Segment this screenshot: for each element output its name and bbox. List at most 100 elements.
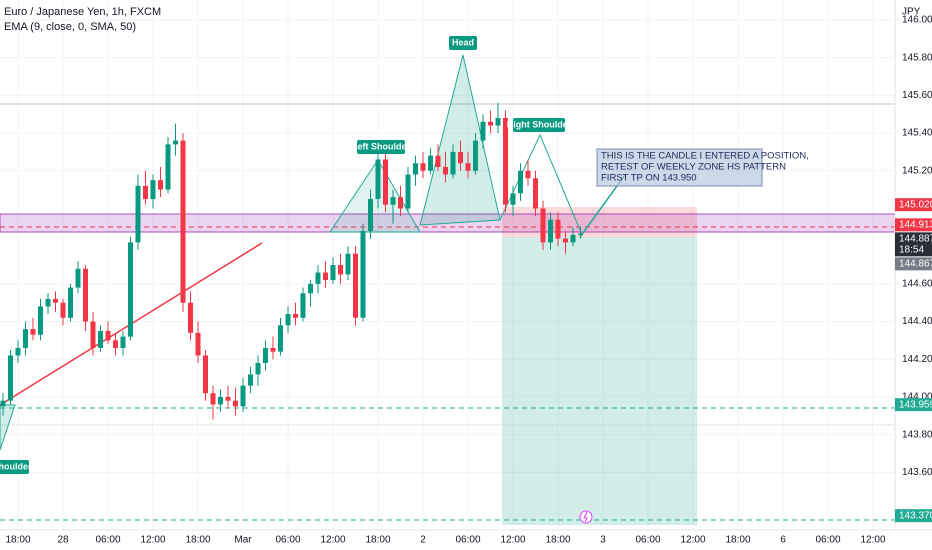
candle-body (135, 185, 141, 243)
candle-body (60, 302, 66, 318)
candle-body (165, 144, 171, 190)
x-tick-label: 12:00 (140, 535, 165, 546)
candle-body (300, 293, 306, 318)
x-tick-label: 28 (57, 535, 69, 546)
price-badge-label: 143.959 (899, 399, 932, 410)
price-badge-label: 144.913 (899, 219, 932, 230)
candle-body (570, 234, 576, 243)
label-box (357, 140, 405, 154)
candle-body (158, 180, 163, 190)
target-zone (502, 237, 697, 525)
x-tick-label: 18:00 (545, 535, 570, 546)
event-icon[interactable] (579, 510, 593, 524)
candle-body (233, 400, 238, 407)
right-shoulder-label: Right Shoulder (507, 119, 572, 129)
candle-body (188, 302, 193, 333)
shoulder-shape (0, 404, 16, 451)
x-tick-label: 3 (600, 535, 606, 546)
note-box (596, 148, 763, 187)
candle-body (240, 385, 246, 407)
grid (0, 0, 895, 530)
candle-body (8, 355, 13, 401)
candle-body (540, 208, 546, 243)
price-badge-label: 144.887 (899, 233, 932, 244)
candle-body (225, 396, 231, 401)
candle-body (450, 151, 456, 175)
candle-body (435, 155, 441, 167)
candle-body (120, 336, 126, 348)
candle-body (75, 268, 81, 288)
candle-body (308, 283, 313, 294)
candle-body (278, 325, 283, 352)
candle-body (428, 155, 433, 171)
y-tick-label: 143.600 (902, 467, 932, 478)
y-tick-label: 145.200 (902, 165, 932, 176)
candle-body (413, 163, 418, 175)
candle-body (353, 253, 358, 318)
candle-body (383, 159, 388, 205)
price-badge (895, 198, 932, 212)
candle-body (218, 396, 223, 405)
y-tick-label: 144.400 (902, 316, 932, 327)
event-icon-bolt (583, 511, 588, 523)
note-line: THIS IS THE CANDLE I ENTERED A POSITION, (601, 151, 809, 162)
price-badge-label: 145.020 (899, 199, 932, 210)
candle-body (488, 121, 493, 126)
candle-body (548, 219, 553, 243)
left-shoulder-label: Left Shoulder (352, 141, 410, 151)
candle-body (398, 197, 403, 209)
candle-body (285, 314, 291, 326)
candle-body (555, 219, 561, 239)
candle-body (83, 268, 88, 322)
x-tick-label: 18:00 (365, 535, 390, 546)
label-box (449, 36, 477, 50)
candle-body (203, 355, 208, 394)
candle-body (405, 174, 411, 209)
x-tick-label: 12:00 (680, 535, 705, 546)
candle-body (113, 340, 118, 348)
shoulder-label: Shoulder (0, 461, 32, 471)
candle-body (38, 306, 43, 335)
y-tick-label: 145.800 (902, 52, 932, 63)
candle-body (128, 242, 133, 337)
candle-body (150, 180, 156, 200)
y-tick-label: 145.400 (902, 128, 932, 139)
candle-body (53, 298, 58, 303)
candle-body (210, 393, 216, 405)
x-tick-label: 12:00 (500, 535, 525, 546)
candle-body (15, 347, 21, 356)
head-shape (419, 54, 501, 226)
x-tick-label: 18:00 (725, 535, 750, 546)
x-tick-label: 06:00 (635, 535, 660, 546)
y-tick-label: 146.000 (902, 15, 932, 26)
candle-body (270, 347, 276, 352)
candle-body (323, 272, 328, 281)
left-shoulder-shape (329, 159, 421, 233)
candle-body (503, 117, 508, 205)
candle-body (255, 363, 261, 375)
note-line: RETEST OF WEEKLY ZONE HS PATTERN (601, 162, 786, 173)
price-badge-label: 144.867 (899, 258, 932, 269)
candle-body (525, 170, 531, 179)
candle-body (360, 231, 366, 318)
x-tick-label: 2 (420, 535, 426, 546)
candle-body (420, 163, 426, 171)
x-tick-label: 12:00 (320, 535, 345, 546)
x-tick-label: Mar (234, 535, 252, 546)
candle-body (330, 265, 336, 281)
currency: JPY (902, 7, 921, 18)
candle-body (68, 287, 73, 318)
label-box (513, 118, 565, 132)
candle-body (338, 265, 343, 275)
x-tick-label: 12:00 (860, 535, 885, 546)
candle-body (473, 140, 478, 171)
indicator-title: EMA (9, close, 0, SMA, 50) (4, 21, 136, 33)
candle-body (518, 170, 523, 194)
candle-body (293, 314, 298, 318)
candle-body (195, 332, 201, 356)
candle-body (465, 163, 471, 171)
x-tick-label: 06:00 (455, 535, 480, 546)
y-tick-label: 145.600 (902, 90, 932, 101)
price-badge (895, 257, 932, 271)
